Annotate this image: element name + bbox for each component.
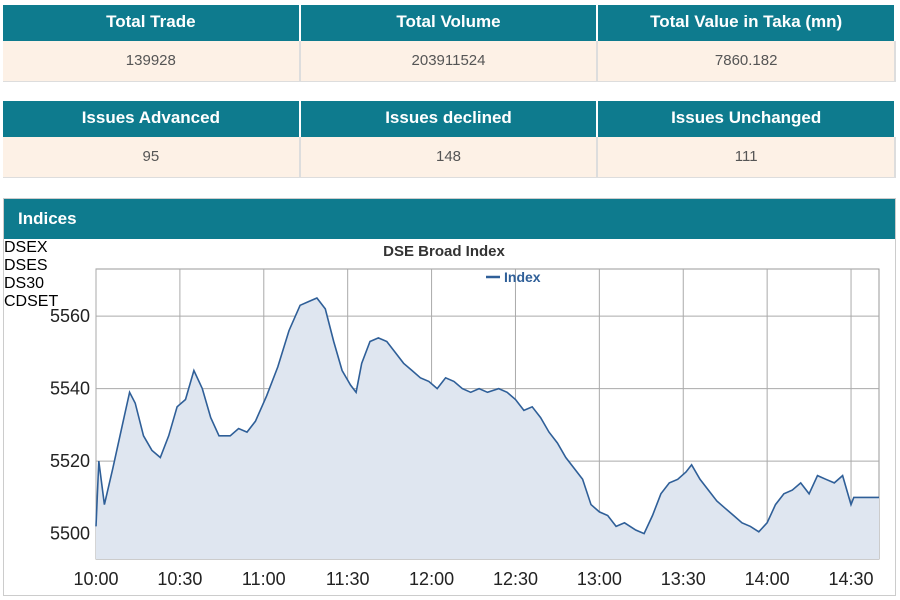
header-cell: Issues Advanced (3, 101, 301, 137)
panel-title: Indices (4, 199, 895, 239)
x-tick-label: 12:00 (409, 569, 454, 589)
x-tick-label: 11:00 (242, 569, 286, 589)
tab[interactable]: DSEX (4, 239, 895, 257)
chart: 5500 5520 5540 5560 10:00 10:30 11:00 11:30 12:0… (50, 243, 880, 589)
index-line (95, 297, 879, 535)
value-cell: 95 (3, 137, 301, 178)
x-tick-label: 14:30 (829, 569, 874, 589)
header-cell: Total Value in Taka (mn) (598, 5, 897, 41)
x-tick-label: 13:30 (661, 569, 706, 589)
header-cell: Total Volume (300, 5, 599, 41)
indices-panel: Indices DSEX DSES DS30 CDSET 5500 5520 5540 55… (3, 198, 896, 596)
header-cell: Total Trade (3, 5, 301, 41)
x-tick-label: 10:00 (73, 569, 118, 589)
x-tick-label: 12:30 (493, 569, 538, 589)
x-tick-label: 14:00 (745, 569, 790, 589)
stats-table: Total Trade Total Volume Total Value in Ta… (3, 5, 897, 82)
tab[interactable]: DSES (4, 257, 48, 274)
value-cell: 139928 (3, 41, 301, 82)
y-tick-label: 5560 (50, 306, 90, 326)
y-tick-label: 5520 (50, 451, 90, 471)
header-cell: Issues Unchanged (598, 101, 897, 137)
y-tick-label: 5500 (50, 524, 90, 544)
x-tick-label: 13:00 (577, 569, 622, 589)
value-cell: 148 (300, 137, 599, 178)
x-tick-label: 10:30 (157, 569, 202, 589)
value-cell: 203911524 (300, 41, 599, 82)
chart-title: DSE Broad Index (383, 243, 505, 260)
x-tick-label: 11:30 (326, 569, 370, 589)
area-fill (96, 298, 879, 559)
tab[interactable]: CDSET (4, 293, 59, 310)
issues-table: Issues Advanced Issues declined Issues Unc… (3, 101, 897, 178)
tab[interactable]: DS30 (4, 275, 45, 292)
legend-label: Index (504, 269, 541, 285)
value-cell: 7860.182 (598, 41, 897, 82)
y-tick-label: 5540 (50, 379, 90, 399)
header-cell: Issues declined (300, 101, 599, 137)
value-cell: 111 (598, 137, 897, 178)
